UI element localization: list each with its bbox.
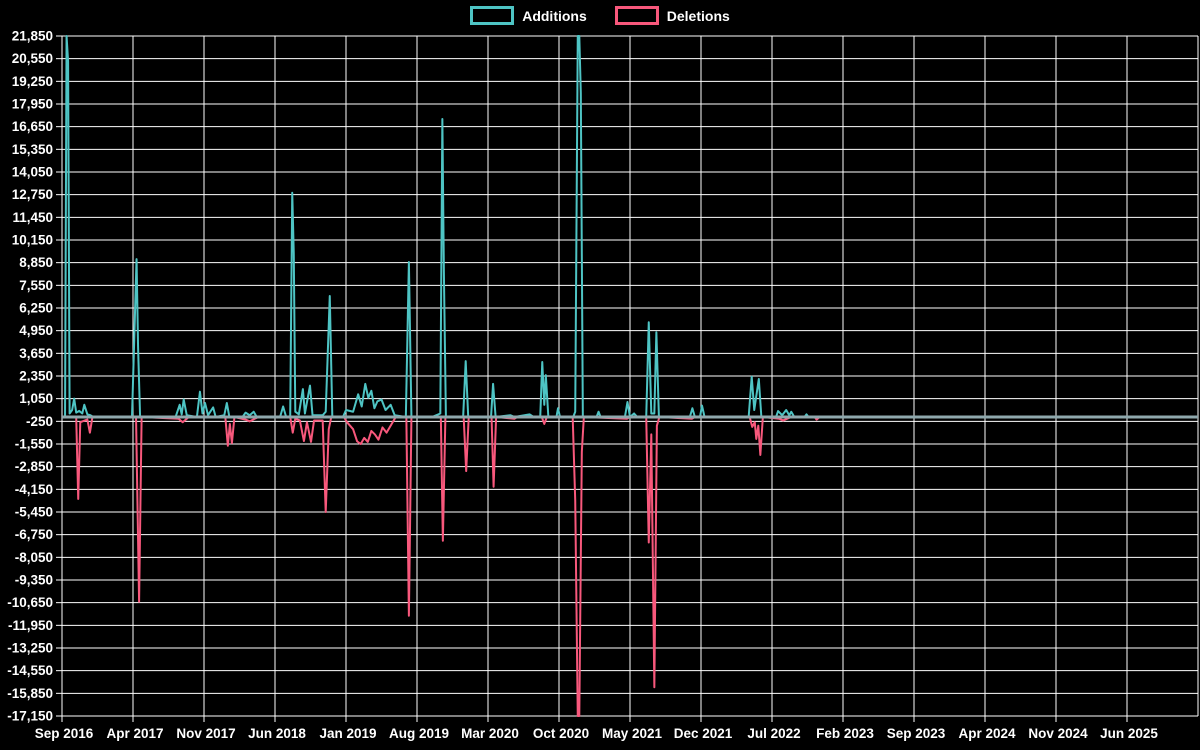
svg-text:3,650: 3,650 — [19, 346, 53, 361]
chart-legend: Additions Deletions — [0, 6, 1200, 25]
svg-text:19,250: 19,250 — [12, 74, 53, 89]
additions-swatch-icon — [470, 6, 515, 25]
svg-text:Nov 2017: Nov 2017 — [176, 726, 235, 741]
svg-text:-250: -250 — [26, 414, 53, 429]
svg-text:-10,650: -10,650 — [7, 595, 53, 610]
svg-text:4,950: 4,950 — [19, 323, 53, 338]
svg-text:-5,450: -5,450 — [15, 505, 53, 520]
svg-text:-9,350: -9,350 — [15, 573, 53, 588]
svg-text:Sep 2023: Sep 2023 — [887, 726, 946, 741]
deletions-swatch-icon — [614, 6, 659, 25]
svg-text:Apr 2024: Apr 2024 — [958, 726, 1016, 741]
svg-text:Mar 2020: Mar 2020 — [461, 726, 519, 741]
legend-item-deletions[interactable]: Deletions — [614, 6, 730, 25]
svg-text:6,250: 6,250 — [19, 301, 53, 316]
svg-text:Oct 2020: Oct 2020 — [533, 726, 589, 741]
svg-text:-17,150: -17,150 — [7, 709, 53, 724]
svg-text:20,550: 20,550 — [12, 51, 53, 66]
svg-text:12,750: 12,750 — [12, 187, 53, 202]
svg-text:21,850: 21,850 — [12, 29, 53, 44]
svg-text:14,050: 14,050 — [12, 165, 53, 180]
svg-text:Jul 2022: Jul 2022 — [747, 726, 800, 741]
svg-text:-1,550: -1,550 — [15, 437, 53, 452]
svg-text:Dec 2021: Dec 2021 — [674, 726, 733, 741]
svg-text:-14,550: -14,550 — [7, 663, 53, 678]
svg-text:15,350: 15,350 — [12, 142, 53, 157]
svg-text:Jun 2025: Jun 2025 — [1100, 726, 1158, 741]
svg-text:Jan 2019: Jan 2019 — [319, 726, 376, 741]
svg-text:Feb 2023: Feb 2023 — [816, 726, 874, 741]
svg-text:-4,150: -4,150 — [15, 482, 53, 497]
svg-text:Sep 2016: Sep 2016 — [35, 726, 94, 741]
svg-text:11,450: 11,450 — [12, 210, 53, 225]
svg-text:-11,950: -11,950 — [8, 618, 53, 633]
svg-text:Aug 2019: Aug 2019 — [389, 726, 449, 741]
svg-text:-13,250: -13,250 — [7, 641, 53, 656]
svg-text:16,650: 16,650 — [12, 119, 53, 134]
svg-text:-2,850: -2,850 — [15, 459, 53, 474]
svg-text:17,950: 17,950 — [12, 97, 53, 112]
svg-text:Jun 2018: Jun 2018 — [248, 726, 306, 741]
svg-text:8,850: 8,850 — [19, 255, 53, 270]
svg-text:-15,850: -15,850 — [7, 686, 53, 701]
svg-text:7,550: 7,550 — [19, 278, 53, 293]
svg-text:1,050: 1,050 — [19, 391, 53, 406]
legend-label-additions: Additions — [522, 7, 587, 24]
svg-text:-6,750: -6,750 — [15, 527, 53, 542]
svg-text:2,350: 2,350 — [19, 369, 53, 384]
svg-text:May 2021: May 2021 — [602, 726, 663, 741]
legend-label-deletions: Deletions — [666, 7, 730, 24]
svg-text:-8,050: -8,050 — [15, 550, 53, 565]
svg-text:Nov 2024: Nov 2024 — [1028, 726, 1088, 741]
legend-item-additions[interactable]: Additions — [470, 6, 587, 25]
svg-text:10,150: 10,150 — [12, 233, 53, 248]
svg-text:Apr 2017: Apr 2017 — [106, 726, 163, 741]
